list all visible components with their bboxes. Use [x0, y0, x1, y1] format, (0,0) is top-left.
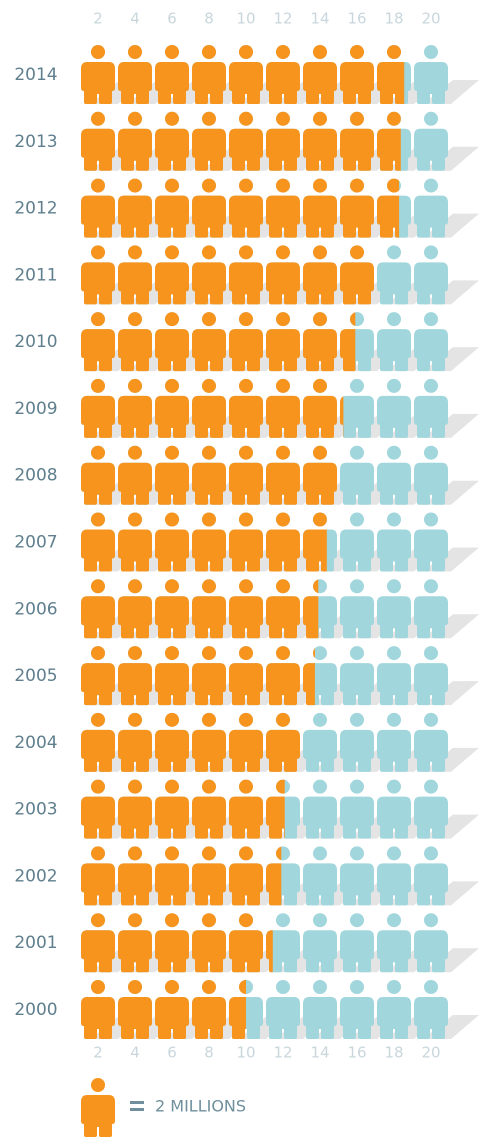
- x-tick-label: 4: [130, 1044, 140, 1062]
- year-label: 2008: [14, 466, 57, 486]
- filled-icons: [81, 45, 405, 104]
- year-label: 2010: [14, 332, 57, 352]
- filled-icons: [81, 178, 400, 238]
- year-label: 2005: [14, 666, 57, 686]
- year-label: 2014: [14, 65, 57, 85]
- filled-icons: [81, 846, 282, 906]
- filled-icons: [81, 646, 315, 706]
- x-tick-label: 14: [310, 10, 329, 28]
- filled-icons: [81, 378, 344, 438]
- filled-icons: [81, 980, 246, 1039]
- year-label: 2004: [14, 733, 57, 753]
- filled-icons: [81, 445, 337, 505]
- x-tick-label: 4: [130, 10, 140, 28]
- year-label: 2013: [14, 132, 57, 152]
- filled-icons: [81, 779, 285, 839]
- x-tick-label: 10: [236, 10, 255, 28]
- x-tick-label: 16: [347, 10, 366, 28]
- year-label: 2006: [14, 599, 57, 619]
- filled-icons: [81, 312, 356, 372]
- x-tick-label: 18: [384, 10, 403, 28]
- x-tick-label: 20: [421, 1044, 440, 1062]
- x-tick-label: 6: [167, 10, 177, 28]
- year-label: 2003: [14, 800, 57, 820]
- x-tick-label: 16: [347, 1044, 366, 1062]
- x-tick-label: 10: [236, 1044, 255, 1062]
- x-tick-label: 8: [204, 1044, 214, 1062]
- x-tick-label: 14: [310, 1044, 329, 1062]
- year-label: 2000: [14, 1000, 57, 1020]
- filled-icons: [81, 512, 327, 572]
- x-tick-label: 2: [93, 1044, 103, 1062]
- legend-icon: [81, 1078, 115, 1137]
- x-tick-label: 20: [421, 10, 440, 28]
- legend-equals: [130, 1108, 144, 1111]
- x-tick-label: 12: [273, 1044, 292, 1062]
- year-label: 2011: [14, 265, 57, 285]
- x-tick-label: 18: [384, 1044, 403, 1062]
- filled-icons: [81, 245, 374, 305]
- year-label: 2012: [14, 199, 57, 219]
- year-label: 2002: [14, 866, 57, 886]
- filled-icons: [81, 111, 401, 171]
- year-label: 2001: [14, 933, 57, 953]
- legend-equals: [130, 1101, 144, 1104]
- x-tick-label: 6: [167, 1044, 177, 1062]
- year-label: 2007: [14, 533, 57, 553]
- x-tick-label: 8: [204, 10, 214, 28]
- filled-icons: [81, 913, 273, 973]
- x-tick-label: 12: [273, 10, 292, 28]
- filled-icons: [81, 579, 319, 639]
- year-label: 2009: [14, 399, 57, 419]
- filled-icons: [81, 712, 300, 772]
- x-tick-label: 2: [93, 10, 103, 28]
- legend-label: 2 MILLIONS: [155, 1097, 246, 1116]
